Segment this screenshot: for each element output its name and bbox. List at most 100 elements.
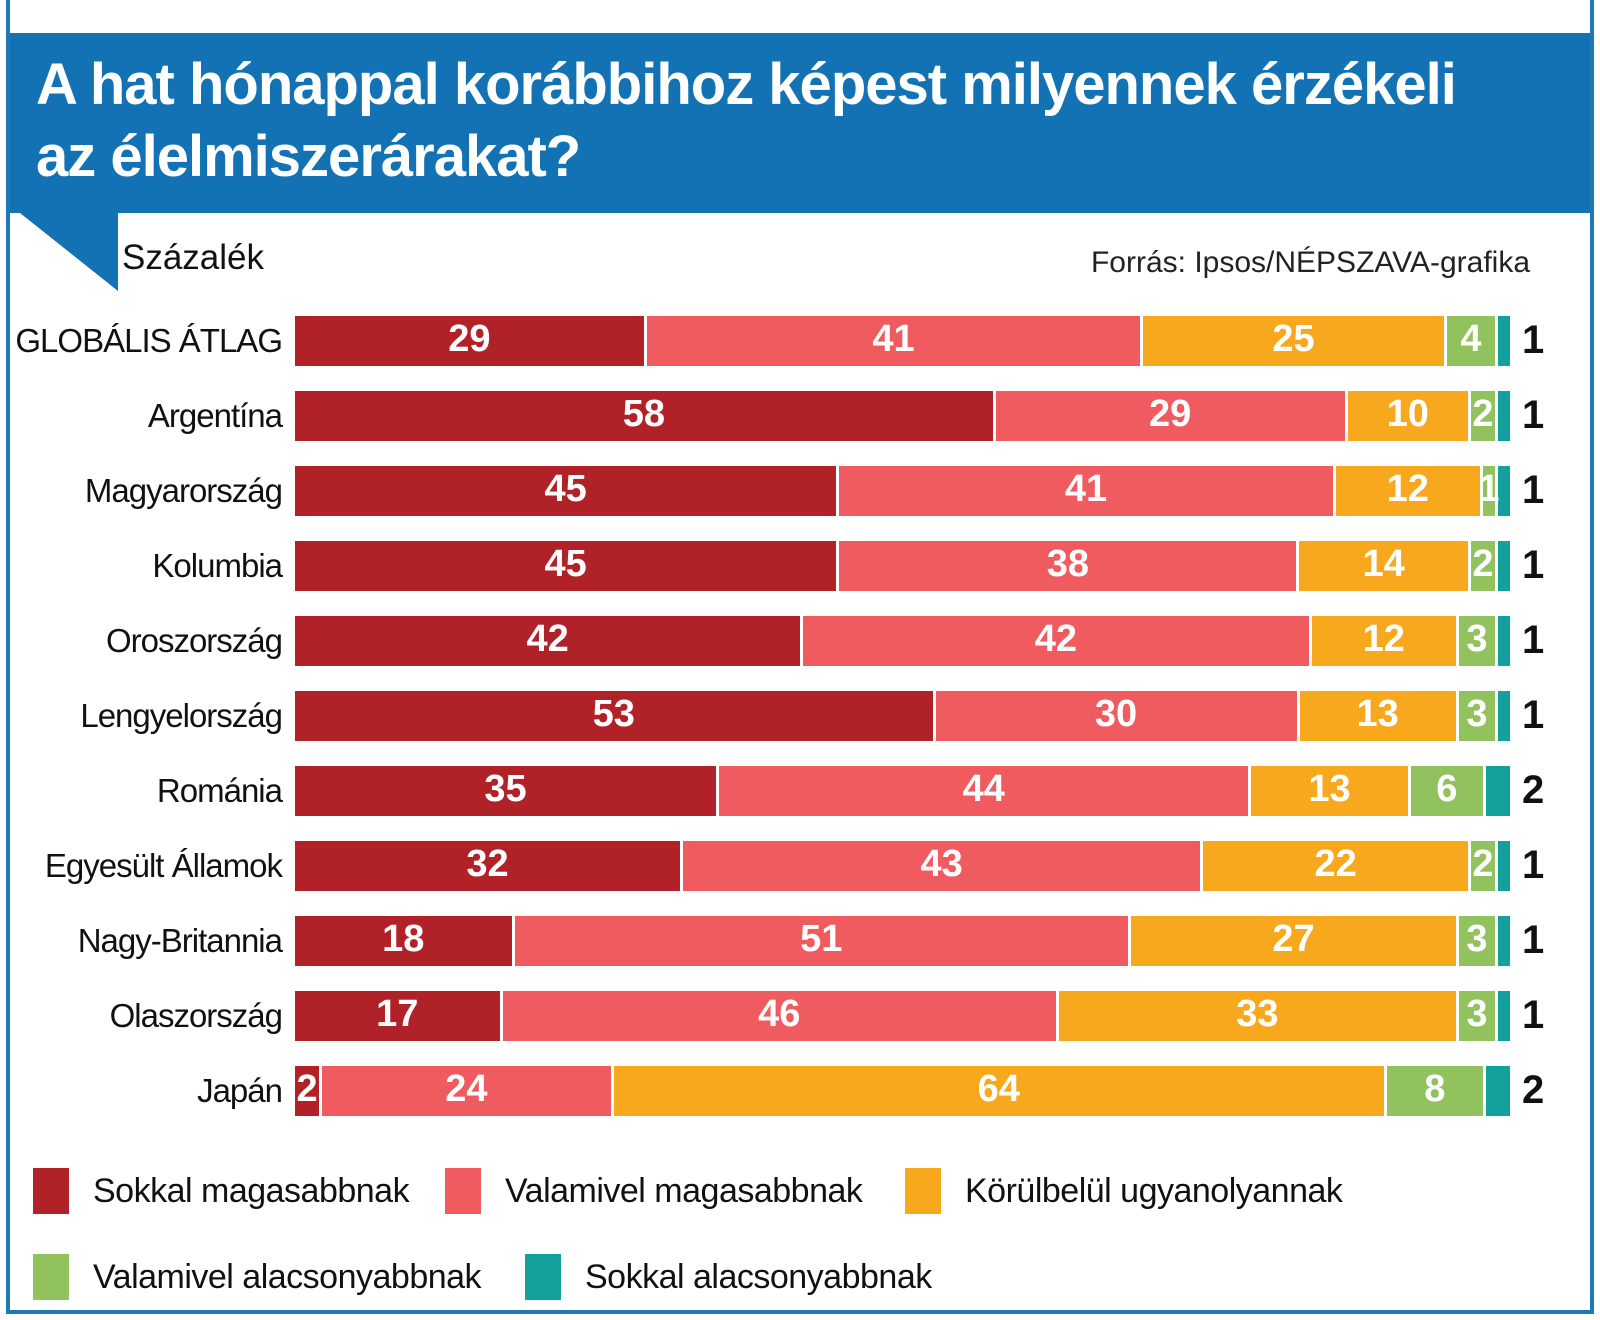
- graphic-frame: [6, 0, 1594, 1314]
- segment-value: 4: [1460, 317, 1482, 360]
- segment-value: 8: [1424, 1067, 1446, 1110]
- bar-segment: 6: [1410, 765, 1483, 816]
- row-label: Egyesült Államok: [44, 846, 283, 884]
- row-bar-stack: 53 30 13 3: [295, 690, 1511, 741]
- segment-value: 12: [1362, 617, 1405, 660]
- legend-label: Valamivel alacsonyabbnak: [93, 1257, 482, 1296]
- legend-item: Sokkal magasabbnak: [33, 1168, 445, 1214]
- legend-swatch: [445, 1168, 481, 1214]
- segment-value: 45: [544, 467, 587, 510]
- row-outside-value: 1: [1522, 843, 1545, 887]
- row-bar-stack: 58 29 10 2: [295, 390, 1510, 441]
- segment-value: 46: [758, 992, 801, 1035]
- bar-segment: 2: [1470, 390, 1495, 441]
- chart-row: Japán 2 24 64 8 2: [10, 1053, 1590, 1128]
- bar-segment: 27: [1131, 915, 1456, 966]
- bar-segment: 51: [514, 915, 1129, 966]
- row-outside-value: 1: [1522, 993, 1545, 1037]
- segment-value: 2: [1472, 392, 1494, 435]
- bar-segment: 33: [1058, 990, 1456, 1041]
- segment-value: 44: [962, 767, 1005, 810]
- chart-row: Nagy-Britannia 18 51 27 3 1: [10, 903, 1590, 978]
- segment-value: 35: [484, 767, 527, 810]
- segment-value: 3: [1466, 917, 1488, 960]
- bar-segment: 22: [1203, 840, 1468, 891]
- segment-value: 13: [1308, 767, 1351, 810]
- title-banner: A hat hónappal korábbihoz képest milyenn…: [10, 33, 1590, 213]
- segment-value: 13: [1356, 692, 1399, 735]
- row-outside-value: 2: [1522, 768, 1545, 812]
- legend-row: Valamivel alacsonyabbnak Sokkal alacsonya…: [33, 1252, 1342, 1302]
- legend-label: Sokkal alacsonyabbnak: [585, 1257, 932, 1296]
- segment-value: 1: [1478, 467, 1500, 510]
- legend-swatch: [525, 1254, 561, 1300]
- row-label: Japán: [197, 1071, 283, 1109]
- segment-value: 29: [448, 317, 491, 360]
- legend-row: Sokkal magasabbnak Valamivel magasabbnak K…: [33, 1166, 1343, 1216]
- legend-swatch: [905, 1168, 941, 1214]
- bar-segment: 4: [1446, 315, 1495, 366]
- chart-row: Argentína 58 29 10 2 1: [10, 378, 1590, 453]
- row-outside-value: 1: [1522, 468, 1545, 512]
- segment-value: 30: [1094, 692, 1138, 735]
- bar-segment: 3: [1458, 615, 1495, 666]
- row-bar-stack: 32 43 22 2: [295, 840, 1510, 891]
- bar-segment: 1: [1478, 465, 1500, 516]
- bar-segment: [1497, 615, 1511, 666]
- segment-value: 10: [1386, 392, 1429, 435]
- bar-segment: 3: [1458, 915, 1495, 966]
- segment-value: 2: [296, 1067, 318, 1110]
- bar-segment: 58: [295, 390, 993, 441]
- segment-value: 33: [1236, 992, 1279, 1035]
- page-title-line2: az élelmiszerárakat?: [36, 124, 581, 189]
- legend-label: Körülbelül ugyanolyannak: [965, 1171, 1343, 1210]
- legend-label: Valamivel magasabbnak: [505, 1171, 863, 1210]
- chart-row: GLOBÁLIS ÁTLAG 29 41 25 4 1: [10, 303, 1590, 378]
- bar-segment: [1497, 990, 1510, 1041]
- segment-value: 17: [376, 992, 419, 1035]
- row-label: Nagy-Britannia: [77, 921, 283, 959]
- bar-segment: 2: [295, 1065, 320, 1116]
- bar-segment: [1497, 390, 1510, 441]
- segment-value: 6: [1436, 767, 1458, 810]
- bar-segment: 8: [1386, 1065, 1483, 1116]
- chart-legend: Sokkal magasabbnak Valamivel magasabbnak K…: [33, 1166, 1343, 1302]
- bar-segment: 44: [719, 765, 1249, 816]
- chart-row: Magyarország 45 41 12 1 1: [10, 453, 1590, 528]
- row-bar-stack: 45 41 12 1: [295, 465, 1510, 516]
- segment-value: 42: [1034, 617, 1078, 660]
- bar-segment: [1497, 690, 1511, 741]
- bar-segment: 12: [1335, 465, 1480, 516]
- bar-segment: 42: [803, 615, 1309, 666]
- legend-item: Valamivel alacsonyabbnak: [33, 1254, 525, 1300]
- legend-item: Valamivel magasabbnak: [445, 1168, 905, 1214]
- segment-value: 41: [1064, 467, 1108, 510]
- segment-value: 51: [800, 917, 843, 960]
- chart-row: Olaszország 17 46 33 3 1: [10, 978, 1590, 1053]
- row-outside-value: 1: [1522, 543, 1545, 587]
- segment-value: 53: [592, 692, 635, 735]
- segment-value: 22: [1314, 842, 1357, 885]
- chart-row: Lengyelország 53 30 13 3 1: [10, 678, 1590, 753]
- row-label: GLOBÁLIS ÁTLAG: [15, 321, 283, 359]
- segment-value: 42: [526, 617, 569, 660]
- chart-row: Egyesült Államok 32 43 22 2 1: [10, 828, 1590, 903]
- row-label: Lengyelország: [80, 696, 283, 734]
- row-label: Románia: [156, 771, 283, 809]
- bar-segment: 41: [646, 315, 1141, 366]
- bar-segment: [1497, 915, 1511, 966]
- row-bar-stack: 29 41 25 4: [295, 315, 1511, 366]
- chart-row: Kolumbia 45 38 14 2 1: [10, 528, 1590, 603]
- row-outside-value: 1: [1522, 393, 1545, 437]
- segment-value: 3: [1466, 617, 1488, 660]
- segment-value: 38: [1046, 542, 1090, 585]
- bar-segment: 2: [1470, 540, 1495, 591]
- row-label: Magyarország: [84, 471, 283, 509]
- bar-segment: 2: [1470, 840, 1495, 891]
- bar-segment: [1497, 315, 1511, 366]
- segment-value: 27: [1272, 917, 1315, 960]
- row-outside-value: 2: [1522, 1068, 1545, 1112]
- bar-segment: 53: [295, 690, 933, 741]
- bar-segment: 29: [995, 390, 1345, 441]
- bar-segment: 29: [295, 315, 644, 366]
